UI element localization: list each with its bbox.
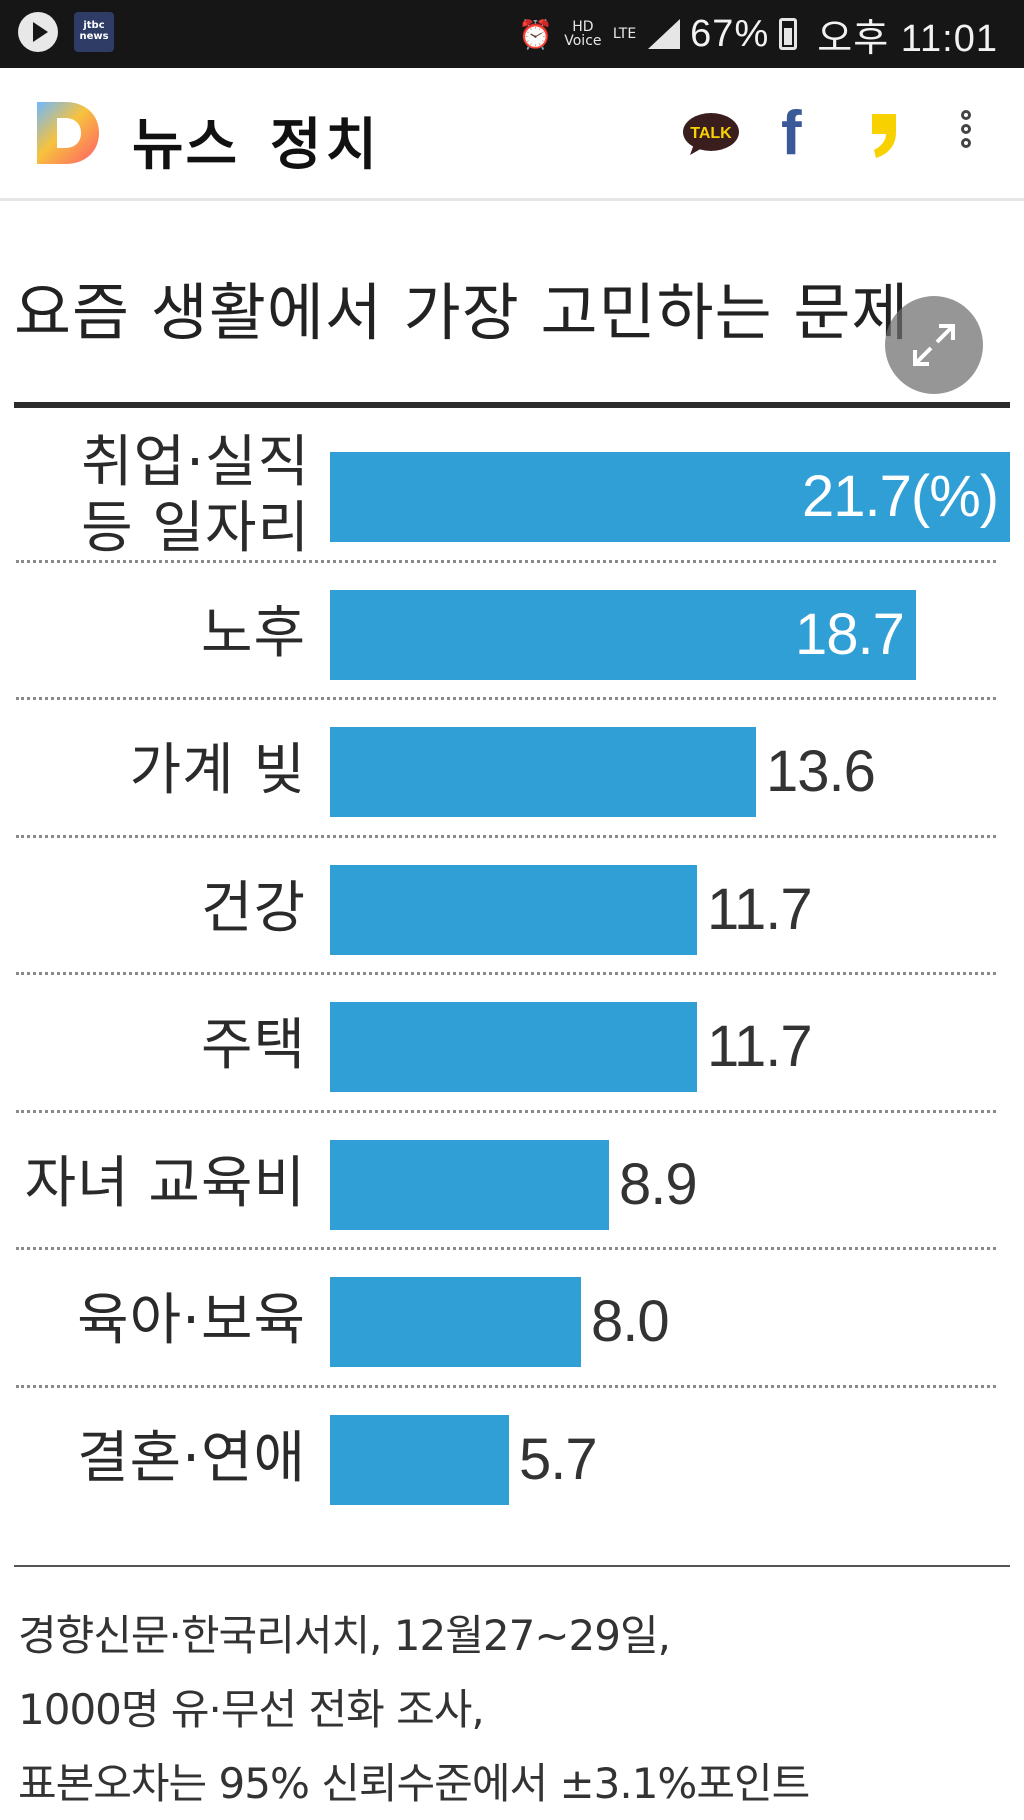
chart-title: 요즘 생활에서 가장 고민하는 문제	[14, 276, 910, 349]
value-label: 11.7	[707, 876, 813, 942]
row-separator	[16, 972, 996, 975]
talk-label: TALK	[690, 125, 732, 142]
row-separator	[16, 697, 996, 700]
error-margin-note: 표본오차는 95% 신뢰수준에서 ±3.1%포인트	[18, 1759, 810, 1808]
daum-logo[interactable]	[33, 98, 101, 168]
network-type: LTE	[612, 26, 637, 42]
value-label: 13.6	[766, 739, 876, 804]
expand-icon	[913, 324, 955, 366]
facebook-share-icon[interactable]: f	[781, 99, 802, 168]
bar	[330, 452, 1010, 542]
battery-icon	[779, 18, 798, 50]
bar	[330, 589, 916, 680]
signal-icon	[646, 17, 681, 51]
jtbc-news-icon: jtbc news	[74, 12, 114, 52]
value-label: 8.9	[619, 1151, 698, 1217]
play-icon	[18, 12, 58, 52]
category-label: 건강	[200, 875, 306, 941]
status-notifications: jtbc news	[18, 12, 114, 52]
more-options-icon[interactable]	[952, 110, 980, 160]
category-label: 결혼·연애	[77, 1425, 306, 1491]
row-separator	[16, 1384, 996, 1388]
row-separator	[16, 1247, 996, 1250]
app-bar: 뉴스 정치 TALK f	[0, 68, 1024, 201]
alarm-icon: ⏰	[518, 17, 553, 51]
method-note: 1000명 유·무선 전화 조사,	[18, 1685, 485, 1734]
section-title[interactable]: 뉴스	[132, 113, 240, 178]
bar	[330, 1139, 609, 1230]
category-label: 자녀 교육비	[24, 1150, 306, 1216]
source-divider	[14, 1565, 1010, 1567]
bar	[330, 1414, 509, 1505]
row-separator	[16, 559, 996, 563]
value-label: 8.0	[591, 1289, 670, 1354]
bar	[330, 1277, 581, 1367]
status-bar: jtbc news ⏰ HD Voice LTE 67% 오후 11:01	[0, 0, 1024, 68]
bar	[330, 864, 697, 955]
category-label: 노후	[200, 600, 306, 666]
clock: 오후 11:01	[817, 17, 998, 60]
hd-voice-indicator: HD Voice	[564, 19, 602, 49]
value-label: 21.7(%)	[802, 464, 999, 529]
value-label: 11.7	[707, 1014, 813, 1079]
value-label: 18.7	[795, 601, 905, 667]
row-separator	[16, 1109, 996, 1113]
value-label: 5.7	[519, 1426, 598, 1492]
expand-image-button[interactable]	[885, 296, 983, 394]
category-label: 주택	[200, 1013, 306, 1078]
category-label: 육아·보육	[77, 1288, 306, 1353]
status-indicators: ⏰ HD Voice LTE 67% 오후 11:01	[518, 10, 998, 60]
source-note: 경향신문·한국리서치, 12월27~29일,	[18, 1611, 671, 1660]
title-divider	[14, 402, 1010, 408]
category-label: 취업·실직 등 일자리	[81, 430, 310, 561]
bar	[330, 1002, 697, 1092]
bar	[330, 727, 756, 817]
kakaotalk-share-icon[interactable]: TALK	[682, 112, 740, 156]
category-label: 가계 빚	[129, 738, 306, 803]
category-title[interactable]: 정치	[270, 113, 382, 178]
kakaostory-share-icon[interactable]	[868, 110, 902, 160]
battery-percent: 67%	[690, 12, 770, 55]
row-separator	[16, 834, 996, 838]
